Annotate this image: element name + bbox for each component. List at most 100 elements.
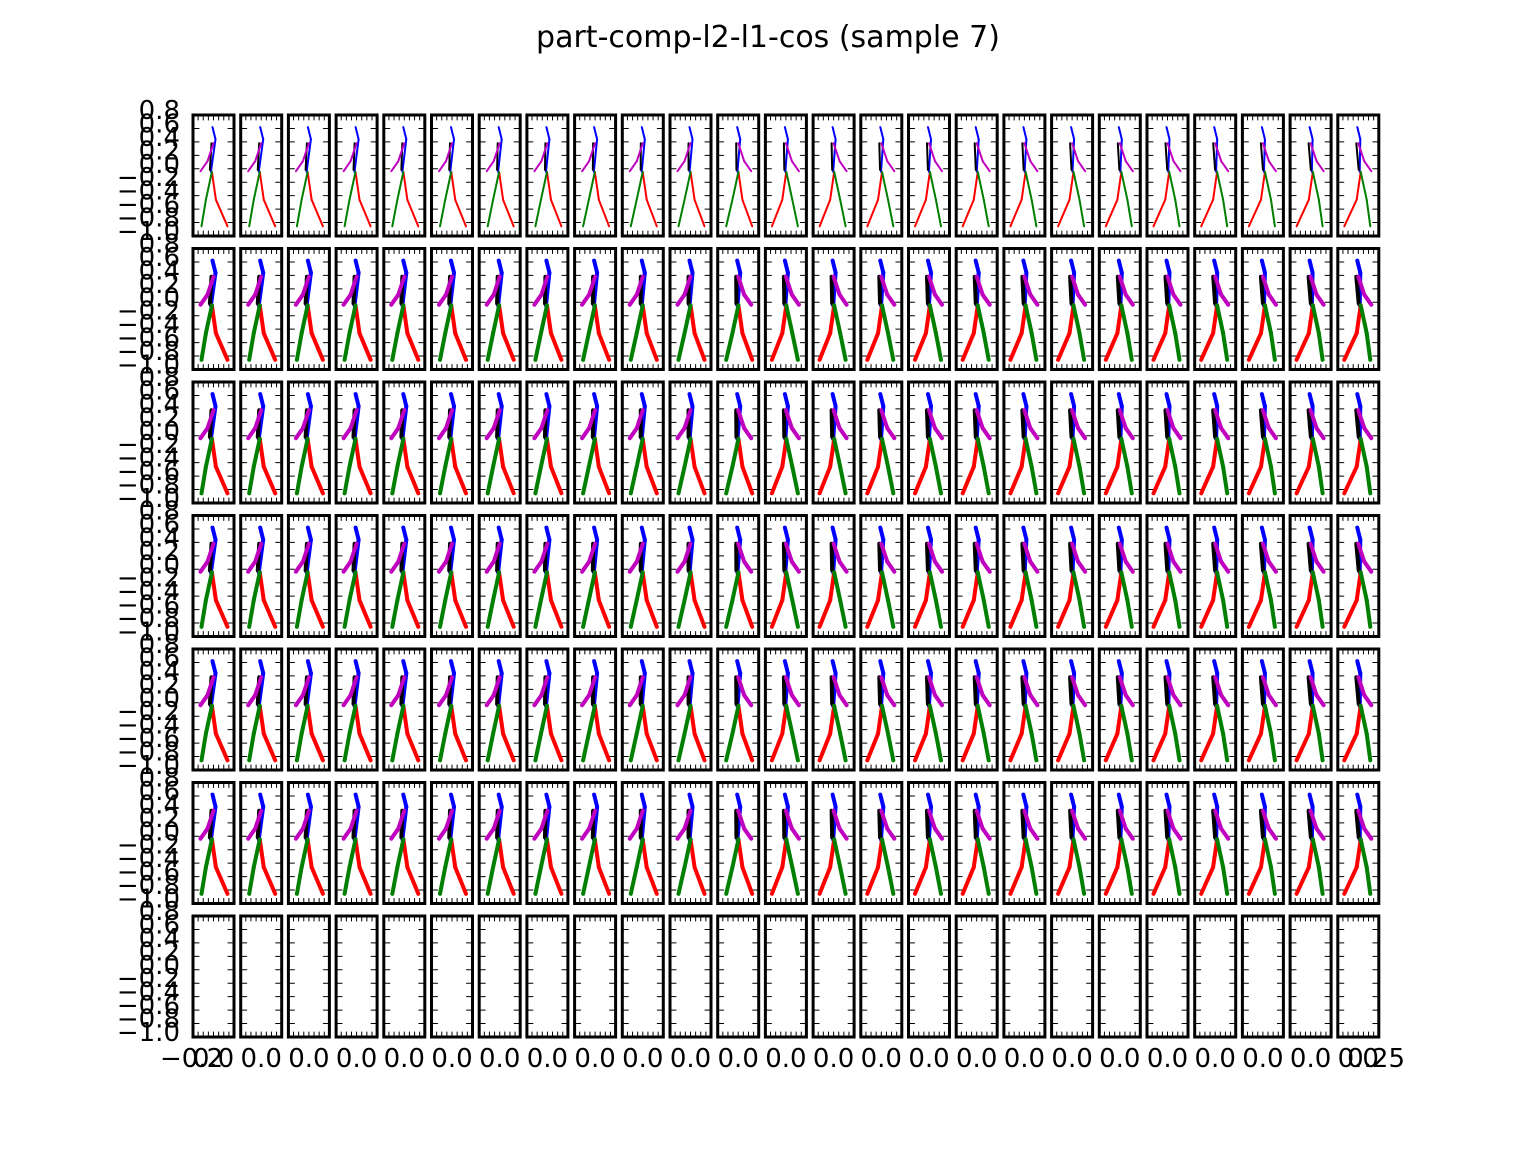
arm-lower <box>198 693 210 708</box>
leg-a-lower <box>817 731 833 763</box>
arm-lower <box>933 559 944 574</box>
arm-upper <box>1308 541 1319 564</box>
arm-upper <box>300 541 311 564</box>
leg-b-upper <box>444 170 453 201</box>
leg-a-lower <box>1103 464 1120 496</box>
head-segment <box>305 659 313 676</box>
torso-segment <box>973 142 977 171</box>
leg-a-lower <box>262 198 277 228</box>
arm-lower <box>484 559 496 574</box>
head-segment <box>544 258 552 275</box>
arm-upper <box>396 274 407 297</box>
leg-b-upper <box>927 303 938 336</box>
arm-upper <box>253 541 264 564</box>
arm-lower <box>1219 426 1231 441</box>
leg-b-lower <box>981 464 991 496</box>
arm-upper <box>682 541 693 564</box>
head-segment <box>879 126 885 141</box>
spine-segment <box>1119 138 1123 173</box>
arm-upper <box>1260 675 1271 698</box>
leg-a-upper <box>210 170 217 201</box>
leg-b-lower <box>1077 598 1087 629</box>
arm-lower <box>342 160 352 173</box>
head-segment <box>639 258 647 275</box>
leg-b-upper <box>682 436 693 469</box>
spine-segment <box>736 138 742 173</box>
torso-segment <box>1115 675 1122 706</box>
leg-a-lower <box>1057 198 1071 228</box>
head-segment <box>783 126 789 141</box>
arm-lower <box>934 160 943 173</box>
arm-lower <box>1362 292 1374 307</box>
leg-b-upper <box>348 170 357 201</box>
leg-a-lower <box>741 198 754 228</box>
leg-a-lower <box>645 198 658 228</box>
leg-b-lower <box>676 731 687 763</box>
y-tick-label: −0.6 <box>117 591 180 621</box>
leg-b-upper <box>1358 570 1369 603</box>
leg-b-lower <box>790 731 800 763</box>
arm-upper <box>253 274 264 297</box>
head-segment <box>544 659 552 676</box>
leg-b-upper <box>251 303 262 336</box>
head-segment <box>592 525 600 542</box>
leg-b-lower <box>1030 198 1038 228</box>
y-tick-label: −1.0 <box>117 618 180 648</box>
torso-segment <box>1211 675 1218 706</box>
leg-b-upper <box>1071 703 1082 736</box>
arm-upper <box>300 408 311 431</box>
head-segment <box>592 392 600 409</box>
leg-b-lower <box>533 464 543 496</box>
head-segment <box>1212 525 1220 542</box>
leg-a-lower <box>913 464 928 496</box>
leg-a-upper <box>450 170 457 201</box>
arm-upper <box>784 142 793 163</box>
leg-a-lower <box>358 198 372 228</box>
y-tick-label: −0.6 <box>117 724 180 754</box>
head-segment <box>1021 258 1029 275</box>
arm-upper <box>1165 408 1176 431</box>
y-tick-label: −0.4 <box>117 577 180 607</box>
leg-a-upper <box>689 170 696 201</box>
spine-segment <box>880 138 885 173</box>
y-tick-label: −0.4 <box>117 444 180 474</box>
head-segment <box>496 392 504 409</box>
leg-b-upper <box>299 303 310 336</box>
leg-b-upper <box>1215 703 1226 736</box>
leg-b-upper <box>347 703 358 736</box>
leg-a-lower <box>1294 598 1311 629</box>
torso-segment <box>1068 274 1074 306</box>
arm-lower <box>532 292 544 307</box>
torso-segment <box>829 541 835 573</box>
head-segment <box>878 392 886 409</box>
arm-upper <box>634 274 645 297</box>
leg-b-lower <box>486 198 495 228</box>
torso-segment <box>877 408 883 439</box>
arm-upper <box>975 142 984 163</box>
head-segment <box>1212 392 1220 409</box>
head-segment <box>782 659 790 676</box>
head-segment <box>1164 392 1172 409</box>
spine-segment <box>1071 138 1076 173</box>
leg-b-upper <box>784 703 795 736</box>
spine-segment <box>497 138 503 173</box>
head-segment <box>305 525 313 542</box>
leg-b-upper <box>203 703 214 736</box>
y-tick-label: 0.6 <box>139 510 180 540</box>
torso-segment <box>1258 274 1265 306</box>
y-tick-label: 0.0 <box>139 150 180 180</box>
y-tick-label: 0.8 <box>139 230 180 260</box>
leg-b-upper <box>1023 436 1034 469</box>
leg-b-lower <box>534 198 542 228</box>
arm-lower <box>1266 693 1278 708</box>
arm-upper <box>1070 274 1081 297</box>
arm-upper <box>348 675 359 698</box>
y-tick-label: 0.6 <box>139 376 180 406</box>
arm-lower <box>438 160 447 173</box>
arm-lower <box>389 559 401 574</box>
head-segment <box>687 392 695 409</box>
leg-b-lower <box>438 464 448 496</box>
arm-upper <box>349 142 358 163</box>
leg-a-lower <box>502 198 515 228</box>
torso-segment <box>877 274 883 306</box>
